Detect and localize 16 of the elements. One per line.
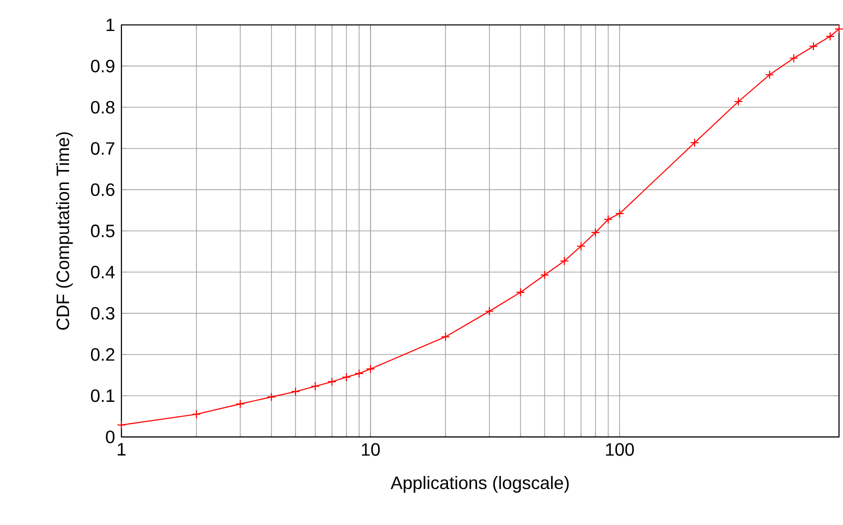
y-tick-label: 0 xyxy=(106,430,114,444)
x-axis-title: Applications (logscale) xyxy=(390,476,569,493)
x-tick-label: 10 xyxy=(362,443,380,456)
y-tick-label: 1 xyxy=(106,18,114,32)
x-tick-label: 100 xyxy=(606,443,634,456)
y-tick-label: 0.5 xyxy=(90,224,114,238)
y-tick-label: 0.6 xyxy=(90,184,114,196)
y-tick-label: 0.3 xyxy=(90,307,114,320)
y-tick-label: 0.1 xyxy=(90,390,114,402)
y-tick-label: 0.2 xyxy=(90,348,114,362)
x-tick-label: 1 xyxy=(118,443,126,456)
y-axis-title: CDF (Computation Time) xyxy=(56,132,73,330)
y-tick-label: 0.8 xyxy=(90,101,114,114)
y-tick-label: 0.4 xyxy=(90,266,115,279)
y-tick-label: 0.7 xyxy=(90,142,114,156)
y-tick-label: 0.9 xyxy=(90,60,114,73)
